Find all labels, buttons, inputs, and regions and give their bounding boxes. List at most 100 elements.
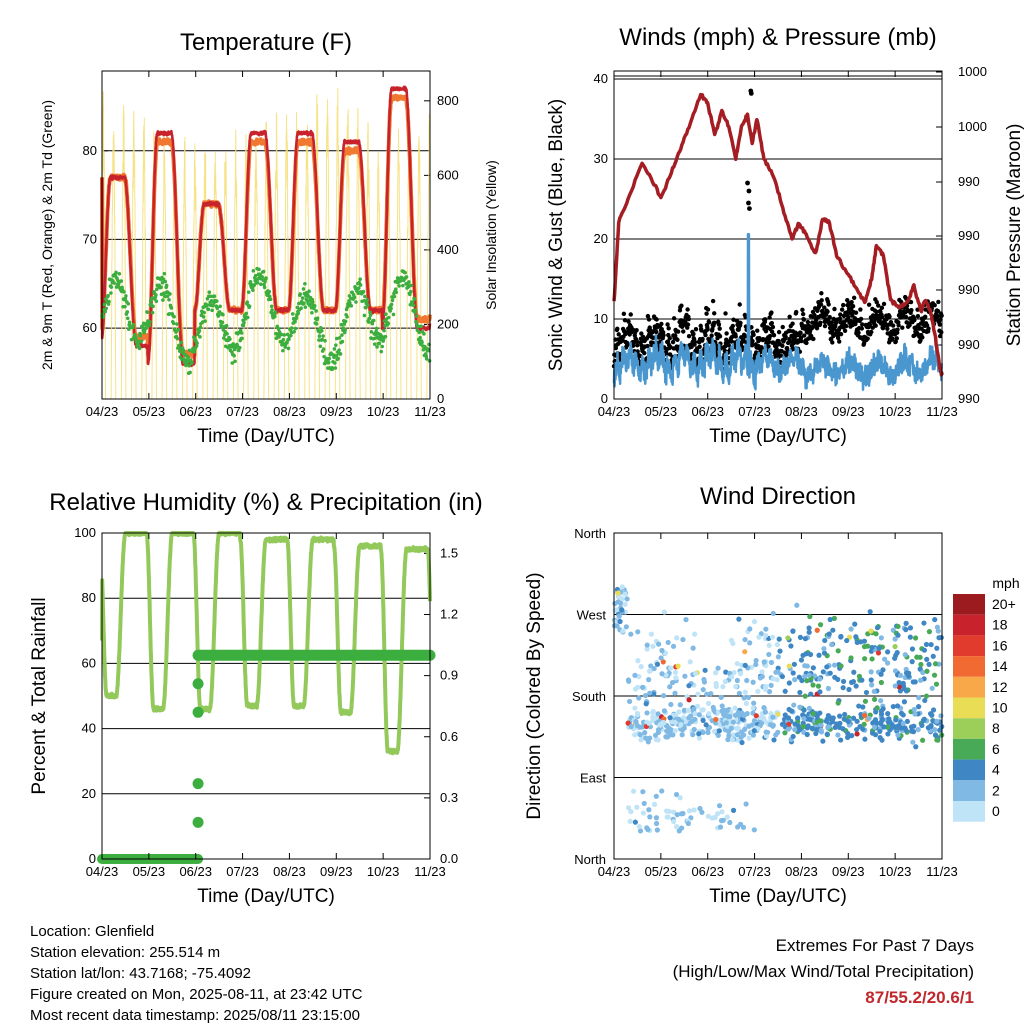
dir-title: Wind Direction (700, 483, 856, 510)
wind-rtick-label: 1000 (958, 119, 987, 134)
dewpoint-point (117, 272, 122, 276)
direction-point (717, 824, 724, 830)
dewpoint-point (125, 316, 130, 321)
gust-point (879, 305, 885, 311)
dewpoint-point (339, 322, 344, 327)
dewpoint-point (148, 298, 153, 303)
direction-point (665, 639, 671, 646)
dewpoint-point (202, 310, 206, 315)
dewpoint-point (186, 355, 191, 360)
direction-point (671, 818, 677, 825)
direction-point (677, 702, 683, 708)
wind-series (612, 232, 944, 391)
direction-point (692, 631, 698, 637)
direction-point (860, 726, 866, 732)
temp-rtick-label: 200 (437, 316, 459, 331)
direction-point (763, 733, 770, 739)
dewpoint-point (365, 303, 370, 307)
rh-rtick-label: 0.9 (440, 668, 458, 683)
direction-point (645, 739, 651, 745)
dewpoint-point (160, 280, 165, 285)
direction-point (853, 726, 860, 733)
gust-point (893, 339, 898, 344)
created-text: Figure created on Mon, 2025-08-11, at 23… (30, 986, 363, 1003)
dewpoint-point (101, 314, 106, 318)
temp-xtick-label: 04/23 (86, 404, 119, 419)
direction-point (926, 629, 933, 635)
direction-point (818, 727, 824, 733)
direction-point (813, 726, 820, 733)
direction-point (878, 635, 884, 641)
gust-point (681, 329, 686, 334)
direction-point (731, 669, 737, 676)
direction-point (623, 624, 629, 630)
direction-point (844, 734, 851, 741)
gust-point (798, 330, 803, 336)
direction-point (719, 809, 725, 815)
rh-xtick-label: 06/23 (179, 864, 212, 879)
direction-point (688, 713, 694, 719)
gust-point (837, 316, 843, 321)
gust-point (819, 298, 824, 303)
dewpoint-point (305, 299, 310, 303)
rh-xlabel: Time (Day/UTC) (197, 886, 335, 907)
direction-point (743, 700, 750, 707)
wind-ytick-label: 30 (594, 151, 608, 166)
gust-point (920, 335, 925, 340)
dewpoint-point (171, 321, 176, 326)
direction-point (741, 712, 747, 718)
dewpoint-point (224, 323, 229, 328)
dewpoint-point (175, 336, 180, 341)
dewpoint-point (293, 320, 297, 324)
dewpoint-point (352, 295, 357, 300)
direction-point (710, 704, 716, 711)
direction-point (928, 641, 934, 648)
direction-point (872, 724, 878, 730)
gust-point (884, 316, 889, 322)
dewpoint-point (198, 325, 203, 330)
direction-point (817, 622, 824, 628)
direction-point (830, 627, 836, 633)
direction-point (730, 807, 737, 813)
direction-point (642, 692, 649, 699)
direction-point (868, 677, 874, 683)
direction-point (782, 688, 788, 694)
direction-point (646, 677, 652, 683)
dewpoint-point (215, 306, 220, 311)
direction-point (895, 732, 901, 738)
dewpoint-point (401, 283, 405, 288)
dewpoint-point (220, 320, 225, 325)
gust-point (843, 323, 849, 329)
gust-point (716, 322, 722, 327)
direction-point (924, 668, 930, 674)
direction-point (653, 815, 660, 821)
direction-point (923, 693, 930, 699)
direction-point (910, 729, 917, 735)
gust-point (625, 342, 630, 347)
dewpoint-point (119, 279, 124, 283)
dewpoint-point (281, 348, 285, 353)
dewpoint-point (314, 322, 319, 326)
direction-point (845, 718, 851, 725)
wind-ytick-label: 20 (594, 231, 608, 246)
dewpoint-point (147, 323, 152, 328)
gust-point (616, 332, 621, 337)
gust-point (846, 314, 851, 320)
dewpoint-point (125, 310, 130, 314)
direction-point (702, 667, 708, 673)
direction-point (672, 690, 678, 696)
dewpoint-point (375, 345, 379, 349)
direction-point (859, 677, 865, 683)
gust-point (654, 317, 659, 322)
direction-point (921, 647, 928, 653)
direction-point (750, 679, 756, 685)
direction-point (751, 728, 757, 734)
dewpoint-point (315, 316, 320, 321)
direction-point (876, 645, 882, 651)
direction-point (804, 725, 810, 731)
direction-point (659, 671, 665, 677)
direction-point (861, 638, 868, 644)
dewpoint-point (343, 328, 347, 332)
direction-point (802, 693, 808, 699)
direction-point (639, 684, 646, 690)
